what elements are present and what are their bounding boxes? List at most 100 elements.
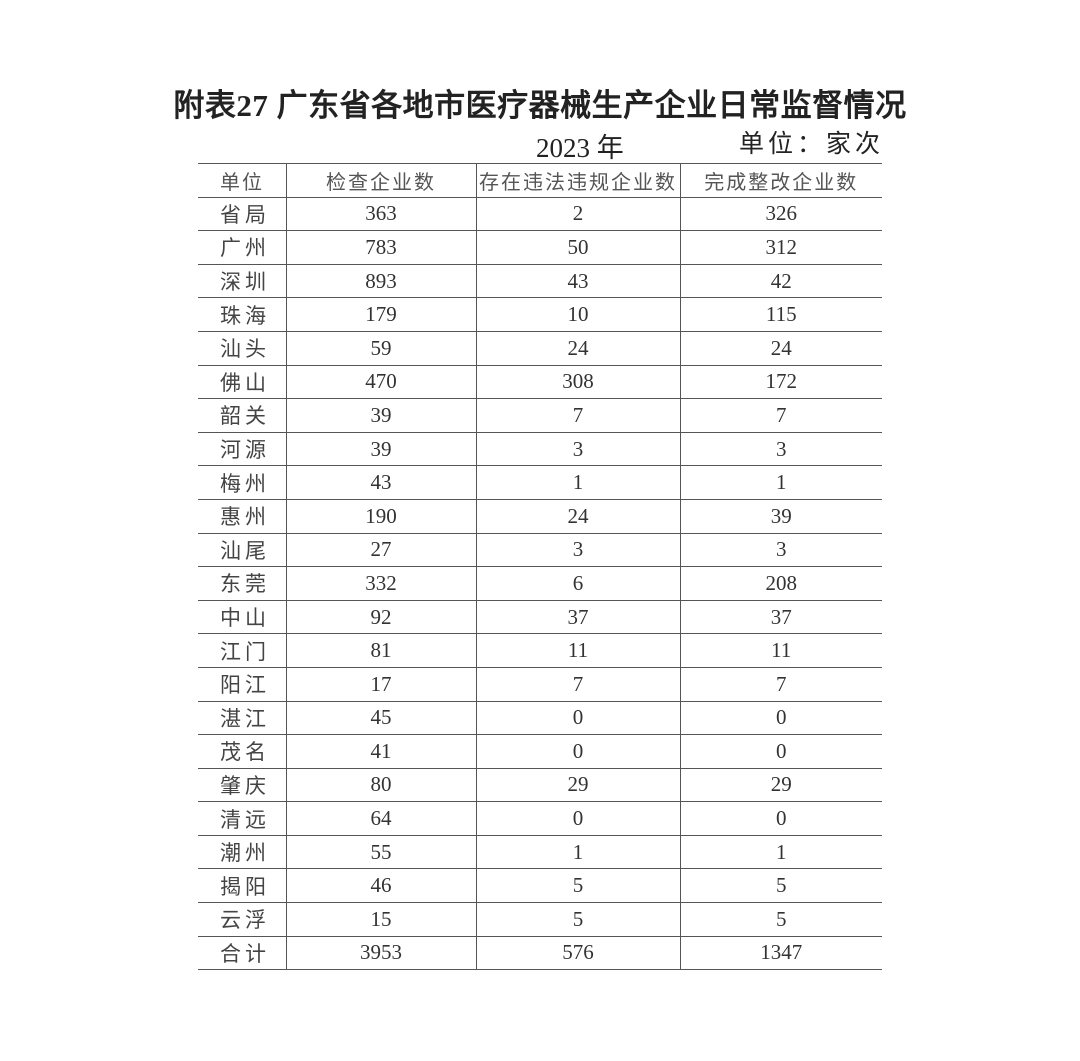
cell-violations: 1 bbox=[475, 465, 680, 500]
table-row: 广州 783 50 312 bbox=[198, 230, 882, 265]
cell-rectified: 42 bbox=[679, 263, 882, 299]
table-row: 惠州 190 24 39 bbox=[198, 498, 882, 534]
table-row: 省局 363 2 326 bbox=[198, 196, 882, 232]
cell-unit: 梅州 bbox=[198, 465, 286, 500]
cell-violations: 576 bbox=[475, 935, 680, 971]
table-row: 肇庆 80 29 29 bbox=[198, 767, 882, 803]
cell-unit: 中山 bbox=[198, 599, 286, 635]
cell-unit: 茂名 bbox=[198, 734, 286, 769]
cell-rectified: 7 bbox=[679, 666, 882, 702]
cell-rectified: 0 bbox=[679, 801, 882, 836]
cell-rectified: 3 bbox=[679, 532, 882, 568]
cell-violations: 1 bbox=[475, 834, 680, 870]
table-row: 阳江 17 7 7 bbox=[198, 666, 882, 702]
cell-violations: 3 bbox=[475, 431, 680, 467]
cell-unit: 湛江 bbox=[198, 700, 286, 736]
cell-inspected: 39 bbox=[285, 398, 476, 433]
table-row: 汕尾 27 3 3 bbox=[198, 532, 882, 568]
table-row: 梅州 43 1 1 bbox=[198, 465, 882, 500]
cell-inspected: 27 bbox=[285, 532, 476, 568]
header-violations: 存在违法违规企业数 bbox=[475, 163, 680, 198]
cell-unit: 省局 bbox=[198, 196, 286, 232]
cell-inspected: 190 bbox=[285, 498, 476, 534]
cell-violations: 43 bbox=[475, 263, 680, 299]
supervision-table: 单位 检查企业数 存在违法违规企业数 完成整改企业数 省局 363 2 326 广州 78… bbox=[198, 163, 882, 971]
document-title: 附表27 广东省各地市医疗器械生产企业日常监督情况 bbox=[173, 88, 907, 123]
cell-violations: 0 bbox=[475, 801, 680, 836]
table-row: 清远 64 0 0 bbox=[198, 801, 882, 836]
cell-violations: 5 bbox=[475, 868, 680, 904]
cell-inspected: 893 bbox=[285, 263, 476, 299]
cell-unit: 深圳 bbox=[198, 263, 286, 299]
cell-rectified: 39 bbox=[679, 498, 882, 534]
cell-rectified: 1 bbox=[679, 465, 882, 500]
table-row: 珠海 179 10 115 bbox=[198, 297, 882, 332]
table-row: 潮州 55 1 1 bbox=[198, 834, 882, 870]
cell-inspected: 64 bbox=[285, 801, 476, 836]
cell-violations: 29 bbox=[475, 767, 680, 803]
cell-unit: 江门 bbox=[198, 633, 286, 668]
cell-unit: 合计 bbox=[198, 935, 286, 971]
cell-inspected: 45 bbox=[285, 700, 476, 736]
cell-violations: 5 bbox=[475, 902, 680, 937]
cell-violations: 6 bbox=[475, 566, 680, 601]
cell-inspected: 46 bbox=[285, 868, 476, 904]
cell-inspected: 81 bbox=[285, 633, 476, 668]
cell-rectified: 5 bbox=[679, 902, 882, 937]
cell-violations: 7 bbox=[475, 666, 680, 702]
cell-inspected: 92 bbox=[285, 599, 476, 635]
cell-violations: 37 bbox=[475, 599, 680, 635]
cell-inspected: 43 bbox=[285, 465, 476, 500]
table-row: 揭阳 46 5 5 bbox=[198, 868, 882, 904]
cell-unit: 清远 bbox=[198, 801, 286, 836]
cell-violations: 308 bbox=[475, 364, 680, 400]
year-label: 2023 年 bbox=[536, 133, 624, 163]
cell-inspected: 15 bbox=[285, 902, 476, 937]
cell-unit: 东莞 bbox=[198, 566, 286, 601]
cell-inspected: 470 bbox=[285, 364, 476, 400]
cell-rectified: 24 bbox=[679, 330, 882, 366]
header-rectified: 完成整改企业数 bbox=[679, 163, 882, 198]
cell-rectified: 29 bbox=[679, 767, 882, 803]
table-row: 江门 81 11 11 bbox=[198, 633, 882, 668]
cell-rectified: 326 bbox=[679, 196, 882, 232]
cell-rectified: 312 bbox=[679, 230, 882, 265]
cell-inspected: 80 bbox=[285, 767, 476, 803]
cell-inspected: 332 bbox=[285, 566, 476, 601]
cell-inspected: 783 bbox=[285, 230, 476, 265]
table-header-row: 单位 检查企业数 存在违法违规企业数 完成整改企业数 bbox=[198, 163, 882, 198]
cell-inspected: 41 bbox=[285, 734, 476, 769]
cell-unit: 云浮 bbox=[198, 902, 286, 937]
cell-violations: 2 bbox=[475, 196, 680, 232]
cell-violations: 24 bbox=[475, 498, 680, 534]
cell-rectified: 7 bbox=[679, 398, 882, 433]
cell-rectified: 115 bbox=[679, 297, 882, 332]
cell-violations: 3 bbox=[475, 532, 680, 568]
cell-unit: 揭阳 bbox=[198, 868, 286, 904]
cell-unit: 佛山 bbox=[198, 364, 286, 400]
cell-rectified: 3 bbox=[679, 431, 882, 467]
cell-unit: 潮州 bbox=[198, 834, 286, 870]
header-unit: 单位 bbox=[198, 163, 286, 198]
cell-rectified: 208 bbox=[679, 566, 882, 601]
cell-violations: 11 bbox=[475, 633, 680, 668]
cell-inspected: 3953 bbox=[285, 935, 476, 971]
cell-violations: 24 bbox=[475, 330, 680, 366]
cell-unit: 汕头 bbox=[198, 330, 286, 366]
cell-unit: 肇庆 bbox=[198, 767, 286, 803]
cell-rectified: 172 bbox=[679, 364, 882, 400]
table-row: 湛江 45 0 0 bbox=[198, 700, 882, 736]
cell-unit: 广州 bbox=[198, 230, 286, 265]
cell-violations: 50 bbox=[475, 230, 680, 265]
table-row: 中山 92 37 37 bbox=[198, 599, 882, 635]
header-inspected: 检查企业数 bbox=[285, 163, 476, 198]
cell-violations: 0 bbox=[475, 734, 680, 769]
unit-label: 单位：家次 bbox=[738, 131, 884, 158]
cell-rectified: 11 bbox=[679, 633, 882, 668]
cell-rectified: 0 bbox=[679, 734, 882, 769]
cell-unit: 珠海 bbox=[198, 297, 286, 332]
cell-inspected: 59 bbox=[285, 330, 476, 366]
cell-rectified: 1347 bbox=[679, 935, 882, 971]
cell-inspected: 17 bbox=[285, 666, 476, 702]
cell-violations: 0 bbox=[475, 700, 680, 736]
